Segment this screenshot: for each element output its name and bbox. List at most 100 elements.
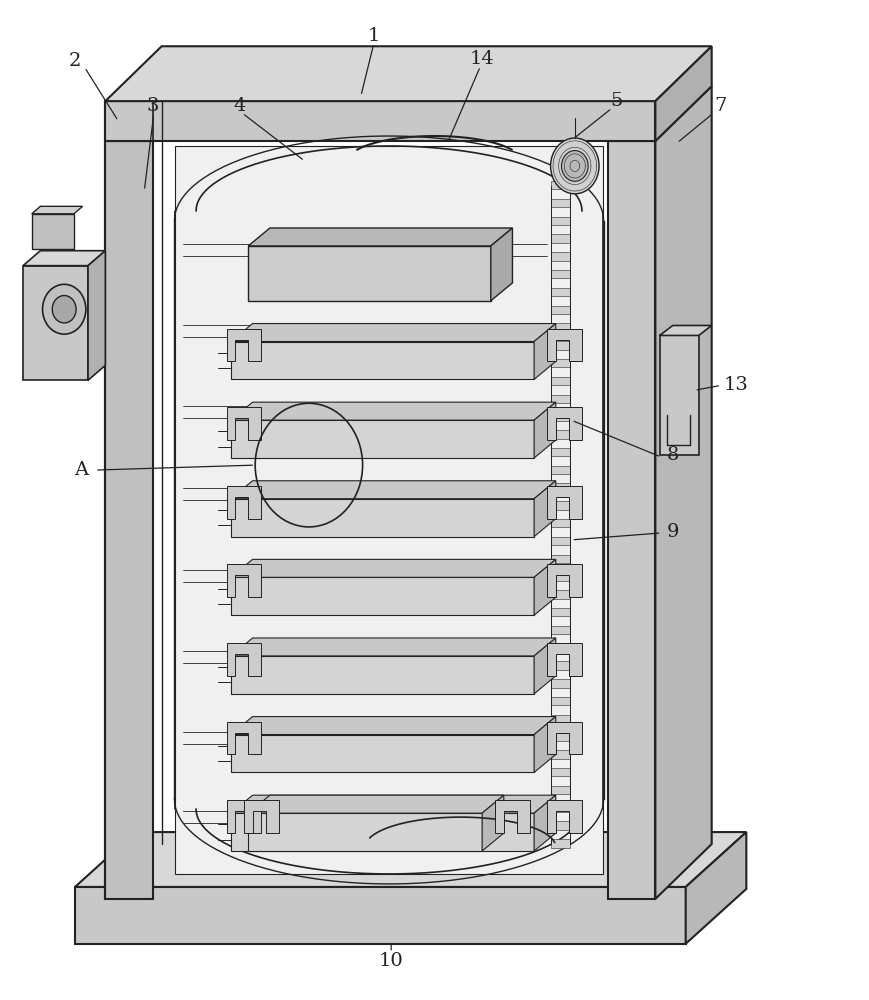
FancyBboxPatch shape bbox=[552, 217, 570, 225]
Text: 1: 1 bbox=[368, 27, 380, 45]
Circle shape bbox=[551, 138, 599, 194]
FancyBboxPatch shape bbox=[552, 821, 570, 830]
Polygon shape bbox=[175, 146, 603, 874]
FancyBboxPatch shape bbox=[552, 501, 570, 510]
Polygon shape bbox=[655, 46, 712, 141]
FancyBboxPatch shape bbox=[552, 377, 570, 385]
Polygon shape bbox=[231, 717, 556, 735]
Polygon shape bbox=[227, 564, 262, 597]
FancyBboxPatch shape bbox=[552, 288, 570, 296]
FancyBboxPatch shape bbox=[552, 341, 570, 350]
Polygon shape bbox=[105, 101, 655, 141]
Polygon shape bbox=[686, 832, 746, 944]
FancyBboxPatch shape bbox=[552, 323, 570, 332]
Polygon shape bbox=[227, 722, 262, 754]
Polygon shape bbox=[534, 717, 556, 772]
Polygon shape bbox=[534, 559, 556, 615]
FancyBboxPatch shape bbox=[552, 572, 570, 581]
Polygon shape bbox=[75, 832, 746, 887]
Circle shape bbox=[52, 296, 76, 323]
FancyBboxPatch shape bbox=[552, 679, 570, 688]
Circle shape bbox=[43, 284, 86, 334]
Polygon shape bbox=[534, 795, 556, 851]
FancyBboxPatch shape bbox=[552, 804, 570, 812]
Polygon shape bbox=[231, 577, 534, 615]
FancyBboxPatch shape bbox=[552, 626, 570, 634]
Text: 8: 8 bbox=[667, 446, 679, 464]
Polygon shape bbox=[231, 638, 556, 656]
FancyBboxPatch shape bbox=[552, 466, 570, 474]
Polygon shape bbox=[105, 141, 153, 899]
Polygon shape bbox=[495, 800, 530, 833]
FancyBboxPatch shape bbox=[552, 590, 570, 599]
Polygon shape bbox=[491, 228, 513, 301]
Polygon shape bbox=[75, 887, 686, 944]
Polygon shape bbox=[231, 499, 534, 537]
Polygon shape bbox=[547, 564, 581, 597]
FancyBboxPatch shape bbox=[552, 608, 570, 616]
Polygon shape bbox=[227, 329, 262, 361]
Polygon shape bbox=[105, 86, 209, 141]
Polygon shape bbox=[655, 86, 712, 899]
Polygon shape bbox=[607, 86, 712, 141]
Circle shape bbox=[561, 151, 588, 181]
FancyBboxPatch shape bbox=[552, 181, 570, 189]
Polygon shape bbox=[231, 656, 534, 694]
Polygon shape bbox=[231, 342, 534, 379]
Polygon shape bbox=[231, 481, 556, 499]
Polygon shape bbox=[105, 46, 712, 101]
FancyBboxPatch shape bbox=[552, 750, 570, 759]
FancyBboxPatch shape bbox=[552, 395, 570, 403]
Polygon shape bbox=[482, 795, 504, 851]
Polygon shape bbox=[31, 214, 74, 249]
FancyBboxPatch shape bbox=[552, 786, 570, 794]
Polygon shape bbox=[547, 800, 581, 833]
Text: 9: 9 bbox=[667, 523, 679, 541]
FancyBboxPatch shape bbox=[552, 252, 570, 261]
Polygon shape bbox=[231, 420, 534, 458]
FancyBboxPatch shape bbox=[552, 448, 570, 456]
Polygon shape bbox=[231, 559, 556, 577]
FancyBboxPatch shape bbox=[552, 306, 570, 314]
Text: 5: 5 bbox=[610, 92, 622, 110]
Text: 7: 7 bbox=[714, 97, 726, 115]
Polygon shape bbox=[88, 251, 105, 380]
Text: 13: 13 bbox=[724, 376, 748, 394]
FancyBboxPatch shape bbox=[552, 412, 570, 421]
Polygon shape bbox=[547, 643, 581, 676]
FancyBboxPatch shape bbox=[552, 644, 570, 652]
Polygon shape bbox=[23, 251, 105, 266]
FancyBboxPatch shape bbox=[552, 733, 570, 741]
Text: 2: 2 bbox=[69, 52, 81, 70]
FancyBboxPatch shape bbox=[552, 234, 570, 243]
FancyBboxPatch shape bbox=[552, 519, 570, 527]
Text: 3: 3 bbox=[147, 97, 159, 115]
Text: 4: 4 bbox=[234, 97, 246, 115]
Text: A: A bbox=[74, 461, 88, 479]
Polygon shape bbox=[607, 141, 655, 899]
Polygon shape bbox=[231, 735, 534, 772]
FancyBboxPatch shape bbox=[552, 839, 570, 848]
Polygon shape bbox=[660, 325, 712, 335]
Text: 10: 10 bbox=[379, 952, 403, 970]
Polygon shape bbox=[547, 329, 581, 361]
Polygon shape bbox=[244, 800, 279, 833]
FancyBboxPatch shape bbox=[552, 199, 570, 207]
FancyBboxPatch shape bbox=[552, 661, 570, 670]
Text: 14: 14 bbox=[470, 50, 494, 68]
FancyBboxPatch shape bbox=[552, 697, 570, 705]
Polygon shape bbox=[231, 402, 556, 420]
Polygon shape bbox=[227, 643, 262, 676]
FancyBboxPatch shape bbox=[552, 430, 570, 439]
Polygon shape bbox=[249, 246, 491, 301]
FancyBboxPatch shape bbox=[552, 768, 570, 776]
FancyBboxPatch shape bbox=[552, 359, 570, 367]
Polygon shape bbox=[249, 228, 513, 246]
Polygon shape bbox=[660, 335, 699, 455]
FancyBboxPatch shape bbox=[552, 715, 570, 723]
Polygon shape bbox=[547, 407, 581, 440]
Polygon shape bbox=[227, 407, 262, 440]
FancyBboxPatch shape bbox=[552, 537, 570, 545]
Polygon shape bbox=[534, 638, 556, 694]
Polygon shape bbox=[534, 324, 556, 379]
